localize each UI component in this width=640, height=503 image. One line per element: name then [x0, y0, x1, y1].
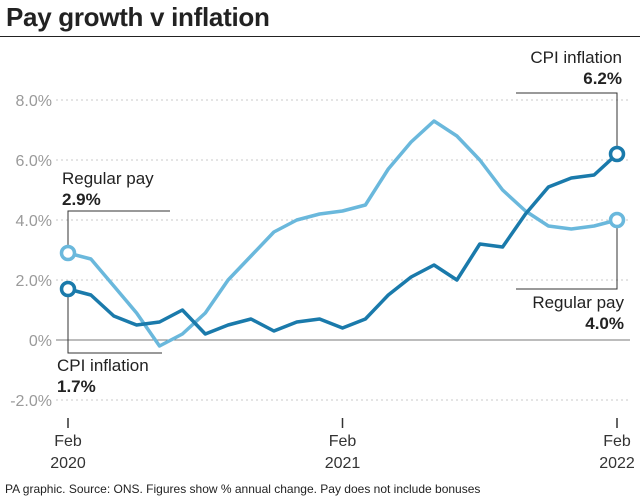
annotation-pay-end-label: Regular pay	[532, 293, 624, 312]
endpoint-markers	[59, 145, 626, 298]
chart-title: Pay growth v inflation	[6, 2, 270, 32]
leader-pay-start	[67, 210, 170, 245]
series-line-regular-pay	[66, 119, 619, 348]
y-tick-label: 8.0%	[16, 93, 52, 110]
annotation-cpi-end-label: CPI inflation	[530, 48, 622, 67]
annotation-pay-start-value: 2.9%	[62, 190, 101, 209]
annotation-pay-start-label: Regular pay	[62, 169, 154, 188]
y-tick-label: 2.0%	[16, 273, 52, 290]
x-axis: Feb 2020 Feb 2021 Feb 2022	[50, 418, 635, 472]
annotation-cpi-end-value: 6.2%	[583, 69, 622, 88]
y-tick-label: 0%	[29, 333, 52, 350]
leader-pay-end	[516, 228, 618, 290]
gridlines	[56, 99, 630, 401]
series-lines	[66, 119, 619, 348]
x-tick-label: Feb	[329, 433, 357, 450]
annotation-cpi-start-label: CPI inflation	[57, 356, 149, 375]
annotation-pay-end-value: 4.0%	[585, 314, 624, 333]
endpoint-marker	[608, 145, 626, 163]
endpoint-marker	[608, 211, 626, 229]
leader-cpi-end	[516, 92, 618, 146]
annotation-cpi-start-value: 1.7%	[57, 377, 96, 396]
annotation-leaders	[67, 92, 618, 354]
y-tick-label: -2.0%	[10, 393, 52, 410]
x-tick-label: Feb	[54, 433, 82, 450]
x-tick-label: Feb	[603, 433, 631, 450]
x-tick-label: 2022	[599, 455, 635, 472]
endpoint-marker	[59, 244, 77, 262]
x-tick-label: 2020	[50, 455, 86, 472]
title-divider	[0, 36, 640, 37]
y-tick-label: 4.0%	[16, 213, 52, 230]
series-line-cpi-inflation	[66, 152, 619, 336]
source-note: PA graphic. Source: ONS. Figures show % …	[5, 482, 481, 496]
endpoint-marker	[59, 280, 77, 298]
y-tick-label: 6.0%	[16, 153, 52, 170]
y-axis-ticks: -2.0% 0% 2.0% 4.0% 6.0% 8.0%	[10, 93, 52, 410]
x-tick-label: 2021	[325, 455, 361, 472]
leader-cpi-start	[67, 297, 162, 354]
